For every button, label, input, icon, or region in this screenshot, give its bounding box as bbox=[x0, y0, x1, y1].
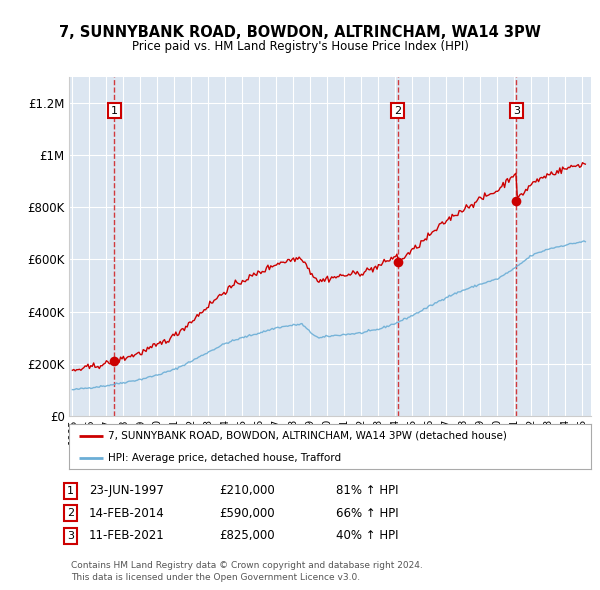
Text: 1: 1 bbox=[67, 486, 74, 496]
Text: £825,000: £825,000 bbox=[219, 529, 275, 542]
Text: 3: 3 bbox=[513, 106, 520, 116]
Text: 1: 1 bbox=[111, 106, 118, 116]
Text: 3: 3 bbox=[67, 531, 74, 540]
Text: 23-JUN-1997: 23-JUN-1997 bbox=[89, 484, 164, 497]
Text: 2: 2 bbox=[394, 106, 401, 116]
Text: 81% ↑ HPI: 81% ↑ HPI bbox=[336, 484, 398, 497]
Text: 2: 2 bbox=[67, 509, 74, 518]
Text: 66% ↑ HPI: 66% ↑ HPI bbox=[336, 507, 398, 520]
Text: This data is licensed under the Open Government Licence v3.0.: This data is licensed under the Open Gov… bbox=[71, 572, 360, 582]
Text: 7, SUNNYBANK ROAD, BOWDON, ALTRINCHAM, WA14 3PW: 7, SUNNYBANK ROAD, BOWDON, ALTRINCHAM, W… bbox=[59, 25, 541, 40]
Text: Contains HM Land Registry data © Crown copyright and database right 2024.: Contains HM Land Registry data © Crown c… bbox=[71, 560, 422, 570]
Text: 7, SUNNYBANK ROAD, BOWDON, ALTRINCHAM, WA14 3PW (detached house): 7, SUNNYBANK ROAD, BOWDON, ALTRINCHAM, W… bbox=[108, 431, 507, 441]
Text: £590,000: £590,000 bbox=[219, 507, 275, 520]
Text: 40% ↑ HPI: 40% ↑ HPI bbox=[336, 529, 398, 542]
Text: HPI: Average price, detached house, Trafford: HPI: Average price, detached house, Traf… bbox=[108, 453, 341, 463]
Text: Price paid vs. HM Land Registry's House Price Index (HPI): Price paid vs. HM Land Registry's House … bbox=[131, 40, 469, 53]
Text: 11-FEB-2021: 11-FEB-2021 bbox=[89, 529, 164, 542]
Text: 14-FEB-2014: 14-FEB-2014 bbox=[89, 507, 164, 520]
Text: £210,000: £210,000 bbox=[219, 484, 275, 497]
